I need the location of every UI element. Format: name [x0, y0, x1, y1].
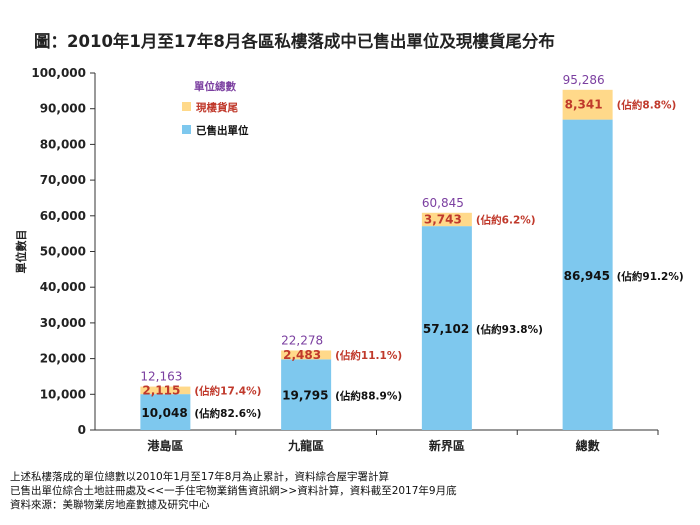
- unsold-pct-label: (佔約8.8%): [617, 99, 677, 112]
- y-tick-label: 100,000: [31, 66, 86, 80]
- total-value-label: 12,163: [140, 370, 182, 384]
- stacked-bar-chart: 0 10,000 20,000 30,000 40,000 50,000 60,000 70,…: [14, 66, 684, 453]
- y-tick-label: 90,000: [40, 102, 86, 116]
- x-category-label: 九龍區: [287, 438, 324, 453]
- y-tick-label: 20,000: [40, 352, 86, 366]
- sold-pct-label: (佔約93.8%): [476, 323, 543, 336]
- sold-value-label: 10,048: [141, 406, 187, 420]
- sold-value-label: 86,945: [564, 269, 610, 283]
- total-value-label: 95,286: [563, 73, 605, 87]
- bar-sold: [140, 394, 191, 430]
- y-tick-label: 60,000: [40, 209, 86, 223]
- legend-label-unsold: 現樓貨尾: [196, 101, 238, 114]
- bar-sold: [421, 226, 472, 430]
- bar-sold: [281, 359, 332, 430]
- y-tick-label: 80,000: [40, 137, 86, 151]
- sold-pct-label: (佔約91.2%): [617, 270, 684, 283]
- legend-swatch-sold: [182, 125, 191, 134]
- y-tick-label: 70,000: [40, 173, 86, 187]
- x-category-label: 新界區: [429, 438, 465, 453]
- footer-note-2: 已售出單位綜合土地註冊處及<<一手住宅物業銷售資訊網>>資料計算，資料截至201…: [10, 485, 457, 497]
- sold-pct-label: (佔約88.9%): [335, 390, 402, 403]
- total-value-label: 22,278: [281, 333, 323, 347]
- y-tick-label: 30,000: [40, 316, 86, 330]
- y-tick-label: 0: [78, 423, 86, 437]
- legend-label-sold: 已售出單位: [196, 124, 249, 137]
- sold-pct-label: (佔約82.6%): [194, 407, 261, 420]
- unsold-value-label: 8,341: [565, 98, 603, 112]
- unsold-pct-label: (佔約11.1%): [335, 349, 402, 362]
- bar-unsold: [562, 89, 613, 120]
- footer-note-1: 上述私樓落成的單位總數以2010年1月至17年8月為止累計，資料綜合屋宇署計算: [10, 471, 389, 483]
- x-category-label: 港島區: [147, 438, 183, 453]
- y-tick-label: 50,000: [40, 245, 86, 259]
- unsold-value-label: 2,483: [283, 348, 321, 362]
- unsold-value-label: 2,115: [142, 383, 180, 397]
- y-tick-label: 40,000: [40, 280, 86, 294]
- footer-source: 資料來源：美聯物業房地產數據及研究中心: [10, 499, 210, 511]
- y-axis-label: 單位數目: [14, 230, 28, 274]
- unsold-pct-label: (佔約6.2%): [476, 213, 536, 226]
- y-tick-label: 10,000: [40, 387, 86, 401]
- bar-unsold: [421, 212, 472, 227]
- sold-value-label: 57,102: [423, 322, 469, 336]
- sold-value-label: 19,795: [282, 389, 328, 403]
- bar-sold: [562, 119, 613, 430]
- x-category-label: 總數: [576, 438, 600, 453]
- unsold-value-label: 3,743: [424, 212, 462, 226]
- chart-title: 圖：2010年1月至17年8月各區私樓落成中已售出單位及現樓貨尾分布: [34, 32, 555, 51]
- bar-unsold: [140, 386, 191, 395]
- footer-notes: 上述私樓落成的單位總數以2010年1月至17年8月為止累計，資料綜合屋宇署計算 …: [10, 470, 457, 512]
- total-value-label: 60,845: [422, 196, 464, 210]
- legend-swatch-unsold: [182, 102, 191, 111]
- bar-unsold: [281, 350, 332, 360]
- legend-title: 單位總數: [194, 80, 236, 93]
- unsold-pct-label: (佔約17.4%): [194, 384, 261, 397]
